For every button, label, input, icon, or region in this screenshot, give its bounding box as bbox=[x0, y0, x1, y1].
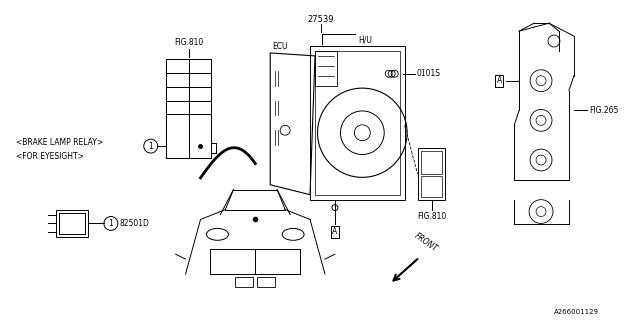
Text: A266001129: A266001129 bbox=[554, 309, 599, 315]
Bar bbox=[189, 100, 211, 114]
Bar bbox=[236, 277, 253, 287]
Bar bbox=[166, 114, 189, 158]
Text: 1: 1 bbox=[109, 219, 113, 228]
Bar bbox=[166, 100, 189, 114]
Bar bbox=[189, 73, 211, 87]
Text: <BRAKE LAMP RELAY>: <BRAKE LAMP RELAY> bbox=[17, 138, 104, 147]
Text: 0101S: 0101S bbox=[417, 69, 440, 78]
Circle shape bbox=[332, 204, 338, 211]
Text: FIG.265: FIG.265 bbox=[589, 106, 618, 115]
Bar bbox=[166, 87, 189, 100]
Bar bbox=[166, 73, 189, 87]
Bar bbox=[166, 59, 211, 158]
Bar bbox=[310, 46, 404, 200]
Bar bbox=[189, 87, 211, 100]
Bar bbox=[56, 210, 88, 237]
Text: <FOR EYESIGHT>: <FOR EYESIGHT> bbox=[17, 152, 84, 161]
Text: 82501D: 82501D bbox=[120, 219, 150, 228]
Text: FIG.810: FIG.810 bbox=[417, 212, 446, 220]
Bar bbox=[189, 114, 211, 158]
Bar bbox=[315, 51, 399, 195]
Bar bbox=[420, 176, 442, 197]
Bar bbox=[166, 59, 189, 73]
Bar bbox=[59, 212, 85, 234]
Text: H/U: H/U bbox=[358, 35, 372, 44]
Bar bbox=[189, 59, 211, 73]
Text: FRONT: FRONT bbox=[413, 231, 439, 253]
Text: ECU: ECU bbox=[272, 42, 288, 51]
Bar bbox=[420, 151, 442, 174]
Bar bbox=[417, 148, 445, 200]
Text: A: A bbox=[332, 228, 337, 236]
Bar bbox=[257, 277, 275, 287]
Text: 1: 1 bbox=[148, 142, 153, 151]
Text: A: A bbox=[497, 76, 502, 85]
Bar bbox=[315, 51, 337, 86]
Text: FIG.810: FIG.810 bbox=[174, 38, 203, 47]
Text: 27539: 27539 bbox=[307, 15, 333, 24]
